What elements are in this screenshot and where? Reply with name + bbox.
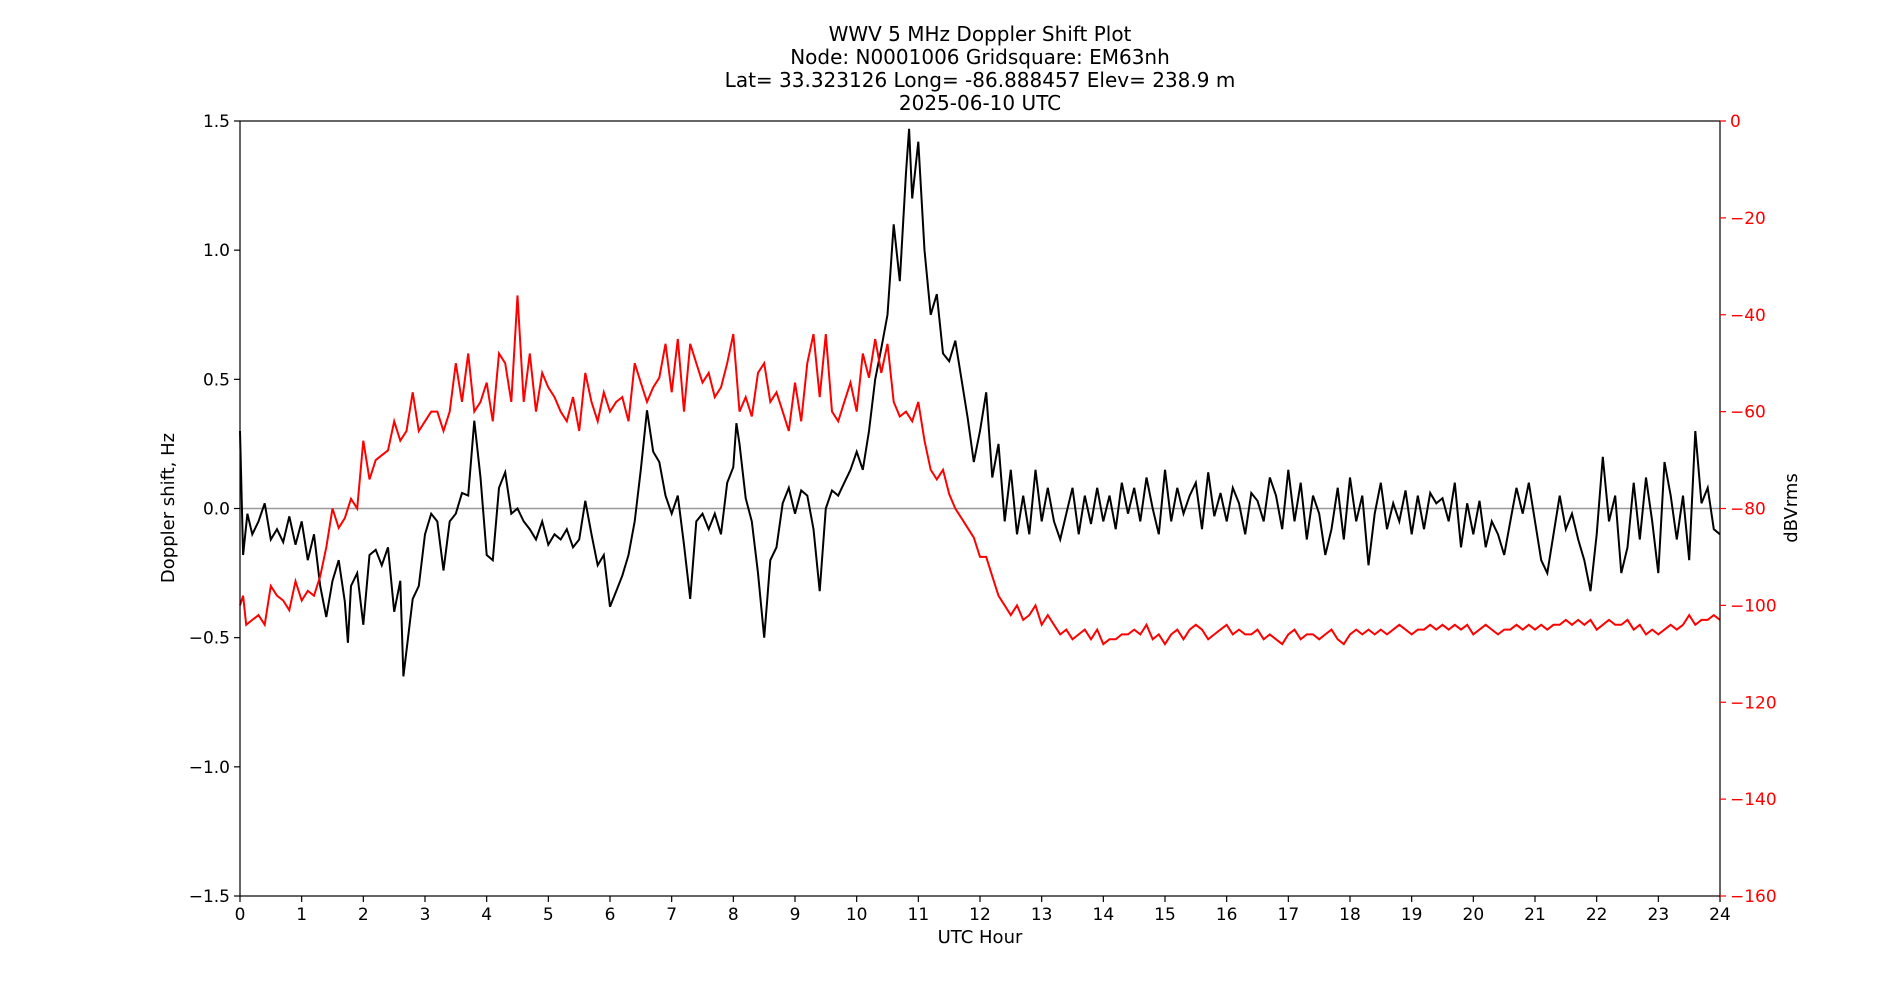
x-tick-label: 14 xyxy=(1093,905,1115,925)
x-tick-label: 17 xyxy=(1278,905,1300,925)
x-tick-label: 6 xyxy=(605,905,616,925)
x-tick-label: 21 xyxy=(1524,905,1546,925)
title-line-1: WWV 5 MHz Doppler Shift Plot xyxy=(829,22,1132,46)
y-left-tick-label: 0.5 xyxy=(203,370,230,390)
y-left-tick-label: 0.0 xyxy=(203,500,230,520)
y-right-tick-label: −60 xyxy=(1730,403,1766,423)
y-axis-right-label: dBVrms xyxy=(1781,473,1802,543)
y-left-tick-label: −1.0 xyxy=(189,758,230,778)
doppler-shift-series-line xyxy=(239,128,1721,677)
x-tick-label: 2 xyxy=(358,905,369,925)
x-tick-label: 15 xyxy=(1154,905,1176,925)
y-axis-left-label: Doppler shift, Hz xyxy=(158,433,179,583)
y-right-tick-label: 0 xyxy=(1730,112,1741,132)
y-right-tick-label: −20 xyxy=(1730,209,1766,229)
x-tick-label: 4 xyxy=(481,905,492,925)
y-right-tick-label: −160 xyxy=(1730,887,1777,907)
x-tick-label: 3 xyxy=(420,905,431,925)
y-right-tick-label: −140 xyxy=(1730,790,1777,810)
x-tick-label: 18 xyxy=(1339,905,1361,925)
x-tick-label: 23 xyxy=(1648,905,1670,925)
x-tick-label: 22 xyxy=(1586,905,1608,925)
y-right-tick-label: −80 xyxy=(1730,500,1766,520)
x-tick-label: 13 xyxy=(1031,905,1053,925)
x-tick-label: 0 xyxy=(235,905,246,925)
x-tick-label: 7 xyxy=(666,905,677,925)
title-line-4: 2025-06-10 UTC xyxy=(899,91,1061,115)
x-tick-label: 9 xyxy=(790,905,801,925)
title-line-2: Node: N0001006 Gridsquare: EM63nh xyxy=(790,45,1170,69)
x-axis: 0 1 2 3 4 5 6 7 8 9 10 11 12 13 14 15 16 17 18 19 20 21 22 23 24 xyxy=(235,896,1731,925)
y-right-tick-label: −40 xyxy=(1730,306,1766,326)
y-right-tick-label: −100 xyxy=(1730,596,1777,616)
x-tick-label: 5 xyxy=(543,905,554,925)
y-left-tick-label: 1.5 xyxy=(203,112,230,132)
x-axis-label: UTC Hour xyxy=(938,927,1023,948)
y-right-tick-label: −120 xyxy=(1730,693,1777,713)
x-tick-label: 12 xyxy=(969,905,991,925)
power-dbvrms-series-line xyxy=(239,295,1721,646)
x-tick-label: 20 xyxy=(1463,905,1485,925)
x-tick-label: 16 xyxy=(1216,905,1238,925)
y-left-tick-label: 1.0 xyxy=(203,241,230,261)
title-line-3: Lat= 33.323126 Long= -86.888457 Elev= 23… xyxy=(725,68,1236,92)
x-tick-label: 19 xyxy=(1401,905,1423,925)
x-tick-label: 1 xyxy=(296,905,307,925)
x-tick-label: 10 xyxy=(846,905,868,925)
y-axis-left: 1.5 1.0 0.5 0.0 −0.5 −1.0 −1.5 xyxy=(189,112,240,907)
y-left-tick-label: −1.5 xyxy=(189,887,230,907)
y-axis-right: 0 −20 −40 −60 −80 −100 −120 −140 −160 xyxy=(1720,112,1777,907)
chart-title: WWV 5 MHz Doppler Shift Plot Node: N0001… xyxy=(725,22,1236,115)
y-left-tick-label: −0.5 xyxy=(189,629,230,649)
x-tick-label: 24 xyxy=(1709,905,1731,925)
x-tick-label: 11 xyxy=(908,905,930,925)
x-tick-label: 8 xyxy=(728,905,739,925)
